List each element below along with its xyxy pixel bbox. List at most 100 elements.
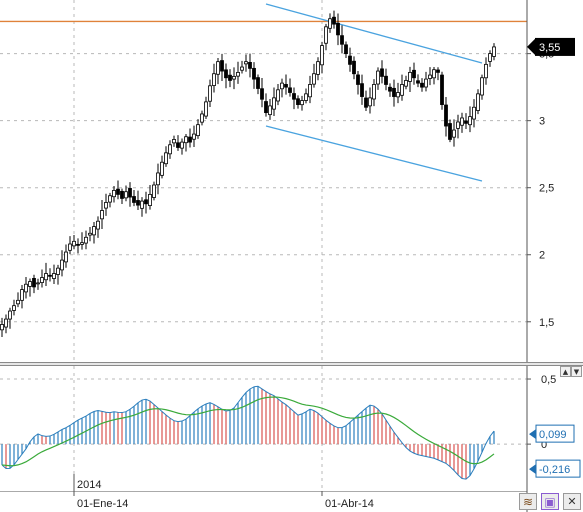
candle-body — [144, 199, 148, 205]
candle-body — [356, 74, 360, 85]
signal-value-label: -0,216 — [539, 464, 570, 476]
candle-body — [272, 97, 276, 110]
candle-body — [52, 273, 56, 279]
macd-tick-label: 0,5 — [541, 374, 556, 386]
last-price-badge — [535, 37, 575, 56]
upper-channel-line — [265, 3, 483, 64]
candle-body — [88, 232, 92, 236]
candle-body — [200, 113, 204, 123]
candle-body — [152, 184, 156, 198]
candle-body — [256, 77, 260, 89]
close-button[interactable]: ✕ — [563, 493, 581, 510]
candle-body — [148, 194, 152, 207]
price-tick-label: 2 — [539, 250, 545, 262]
candle-body — [116, 188, 120, 195]
candle-body — [136, 200, 140, 206]
candle-body — [180, 141, 184, 149]
candle-body — [124, 191, 128, 199]
candle-body — [0, 324, 4, 331]
candle-body — [472, 106, 476, 120]
down-arrow-icon: ▼ — [573, 367, 580, 376]
candle-body — [228, 74, 232, 81]
candle-body — [236, 72, 240, 77]
candle-body — [196, 124, 200, 137]
time-axis: 01-Ene-14 01-Abr-14 — [0, 491, 528, 512]
lower-channel-line — [265, 125, 483, 182]
candle-body — [456, 121, 460, 129]
macd-chart[interactable]: 0,5 00,099 -0,216 2014 — [0, 366, 583, 491]
macd-line — [1, 385, 495, 480]
candle-body — [4, 318, 8, 328]
layers-button[interactable]: ≋ — [519, 493, 537, 510]
macd-value-label: 0,099 — [539, 429, 567, 441]
candle-body — [104, 202, 108, 209]
up-arrow-icon: ▲ — [562, 367, 569, 376]
candle-body — [436, 69, 440, 73]
candle-body — [252, 67, 256, 80]
candle-body — [380, 68, 384, 77]
candle-body — [224, 69, 228, 79]
last-price-pointer — [527, 38, 535, 55]
candle-body — [184, 136, 188, 144]
candle-body — [420, 82, 424, 88]
price-chart[interactable]: 3,532,521,53,55 — [0, 0, 583, 362]
candle-body — [164, 152, 168, 165]
candle-body — [376, 70, 380, 85]
layers-icon: ≋ — [522, 494, 534, 509]
candle-body — [40, 277, 44, 283]
candle-body — [84, 236, 88, 244]
candle-body — [296, 98, 300, 105]
candle-body — [100, 210, 104, 220]
candle-body — [160, 161, 164, 176]
candle-body — [444, 104, 448, 127]
candle-body — [176, 142, 180, 148]
candle-body — [248, 62, 252, 69]
candle-body — [308, 84, 312, 98]
candle-body — [244, 61, 248, 65]
time-tick-label: 01-Ene-14 — [77, 498, 128, 510]
candle-body — [408, 72, 412, 82]
candle-body — [384, 75, 388, 85]
candle-body — [128, 188, 132, 198]
candle-body — [260, 88, 264, 100]
candle-body — [220, 60, 224, 72]
candle-body — [44, 273, 48, 281]
macd-tick-label: 0 — [541, 439, 547, 451]
candle-body — [240, 66, 244, 71]
candle-body — [448, 123, 452, 140]
candle-body — [276, 89, 280, 102]
signal-line — [1, 396, 495, 467]
panel-separator[interactable] — [0, 362, 583, 366]
candle-body — [20, 289, 24, 301]
candle-body — [484, 63, 488, 79]
candle-body — [212, 73, 216, 86]
price-tick-label: 1,5 — [539, 317, 554, 329]
save-button[interactable]: ▣ — [541, 493, 559, 510]
candle-body — [396, 92, 400, 98]
candle-body — [392, 87, 396, 97]
candle-body — [476, 93, 480, 111]
candle-body — [112, 189, 116, 198]
candle-body — [320, 45, 324, 66]
candle-body — [388, 86, 392, 92]
price-tick-label: 2,5 — [539, 183, 554, 195]
candle-body — [336, 22, 340, 36]
panel-down-button[interactable]: ▼ — [571, 366, 582, 377]
candle-body — [360, 83, 364, 97]
candle-body — [424, 78, 428, 88]
candle-body — [400, 84, 404, 96]
panel-up-button[interactable]: ▲ — [560, 366, 571, 377]
candle-body — [8, 310, 12, 320]
last-price-label: 3,55 — [539, 42, 560, 54]
candle-body — [352, 60, 356, 75]
close-icon: ✕ — [567, 495, 577, 508]
candle-body — [120, 190, 124, 199]
candle-body — [92, 226, 96, 236]
candle-body — [232, 76, 236, 80]
candle-body — [480, 77, 484, 96]
candle-body — [464, 120, 468, 124]
candle-body — [172, 139, 176, 144]
candle-body — [412, 69, 416, 79]
signal-value-pointer — [529, 464, 536, 475]
